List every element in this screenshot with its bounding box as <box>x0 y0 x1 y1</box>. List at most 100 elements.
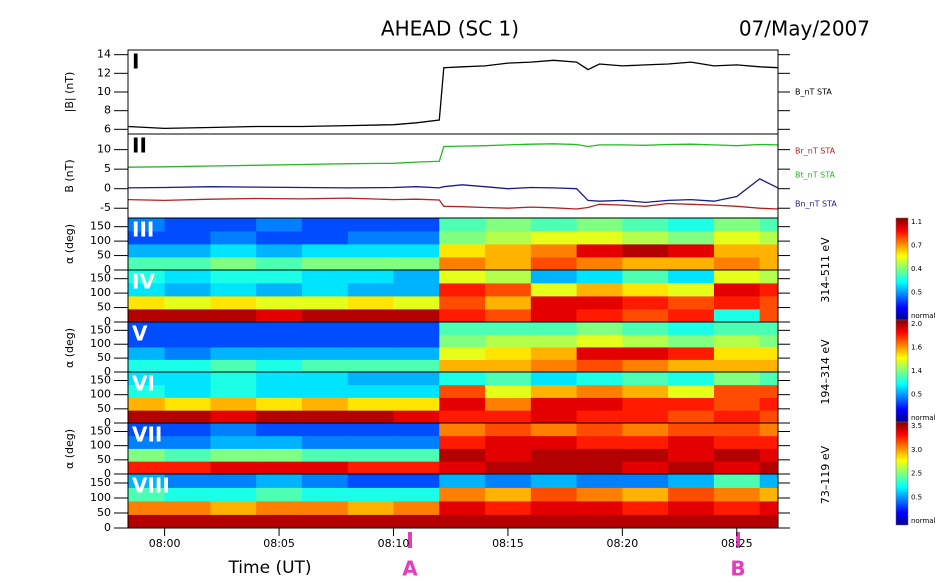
y-tick-label: 6 <box>104 122 111 135</box>
heat-cell <box>301 487 349 502</box>
colorbar-label: 1.4 <box>911 367 923 375</box>
heat-cell <box>576 514 623 529</box>
series-line <box>127 59 779 130</box>
colorbar-label: normalize <box>911 414 935 422</box>
title: AHEAD (SC 1) <box>381 17 519 41</box>
heat-cell <box>622 283 669 297</box>
heat-cell <box>393 448 440 462</box>
heat-cell <box>301 347 349 360</box>
heat-cell <box>128 461 166 475</box>
heat-cell <box>164 397 211 411</box>
heat-cell <box>128 309 166 323</box>
heat-cell <box>256 410 303 424</box>
panel-label: VIII <box>132 474 170 498</box>
heat-cell <box>301 244 349 258</box>
heat-cell <box>530 448 577 462</box>
heat-cell <box>439 283 486 297</box>
heat-cell <box>759 384 779 398</box>
heat-cell <box>347 435 394 449</box>
heat-cell <box>347 487 394 502</box>
heat-cell <box>347 218 394 232</box>
heat-cell <box>713 384 761 398</box>
heat-cell <box>393 461 440 475</box>
panel-label: VII <box>132 423 162 447</box>
heat-cell <box>668 423 715 437</box>
heat-cell <box>439 448 486 462</box>
heat-cell <box>128 423 166 437</box>
heat-cell <box>622 334 669 348</box>
heat-cell <box>759 322 779 335</box>
colorbar-label: normalize <box>911 312 935 320</box>
y-tick-label: 50 <box>97 249 111 262</box>
y-tick-label: 50 <box>97 402 111 415</box>
heat-cell <box>530 309 577 323</box>
heat-cell <box>347 257 394 271</box>
y-tick-label: 10 <box>97 143 111 156</box>
heat-cell <box>393 347 440 360</box>
heat-cell <box>128 347 166 360</box>
heat-cell <box>393 435 440 449</box>
heat-cell <box>128 474 166 488</box>
y-tick-label: 10 <box>97 85 111 98</box>
colorbar <box>895 421 909 526</box>
heat-cell <box>759 410 779 424</box>
heat-cell <box>668 410 715 424</box>
y-axis-label: α (deg) <box>63 429 76 469</box>
heat-cell <box>301 448 349 462</box>
y-tick-label: 14 <box>97 48 111 61</box>
heat-cell <box>128 283 166 297</box>
heat-cell <box>759 309 779 323</box>
heat-cell <box>668 309 715 323</box>
colorbar-label: 2.5 <box>911 470 922 478</box>
heat-cell <box>713 309 761 323</box>
heat-cell <box>301 283 349 297</box>
heat-cell <box>668 474 715 488</box>
heat-cell <box>622 384 669 398</box>
heat-cell <box>256 296 303 310</box>
x-tick-label: 08:05 <box>263 537 295 550</box>
heat-cell <box>347 231 394 245</box>
heat-cell <box>439 296 486 310</box>
heat-cell <box>713 461 761 475</box>
heat-cell <box>485 372 532 386</box>
heat-cell <box>210 372 257 386</box>
heat-cell <box>210 435 257 449</box>
heat-cell <box>256 334 303 348</box>
heat-cell <box>759 435 779 449</box>
heat-cell <box>530 231 577 245</box>
heat-cell <box>622 372 669 386</box>
heat-cell <box>393 218 440 232</box>
heat-cell <box>301 322 349 335</box>
x-tick-label: 08:00 <box>149 537 181 550</box>
heat-cell <box>393 296 440 310</box>
heat-cell <box>347 384 394 398</box>
heat-cell <box>301 359 349 373</box>
heat-cell <box>668 461 715 475</box>
heat-cell <box>164 410 211 424</box>
heat-cell <box>622 244 669 258</box>
heat-cell <box>576 474 623 488</box>
heat-cell <box>530 397 577 411</box>
heat-cell <box>393 487 440 502</box>
heat-cell <box>128 322 166 335</box>
heat-cell <box>347 347 394 360</box>
heat-cell <box>439 435 486 449</box>
heat-cell <box>347 283 394 297</box>
heat-cell <box>439 384 486 398</box>
heat-cell <box>668 501 715 515</box>
heat-cell <box>439 423 486 437</box>
heat-cell <box>439 347 486 360</box>
heat-cell <box>347 359 394 373</box>
heat-cell <box>210 244 257 258</box>
heat-cell <box>210 257 257 271</box>
series-line <box>127 197 779 210</box>
heat-cell <box>210 231 257 245</box>
heat-cell <box>256 514 303 529</box>
x-tick-label: 08:20 <box>607 537 639 550</box>
heat-cell <box>393 257 440 271</box>
heat-cell <box>128 448 166 462</box>
heat-cell <box>393 322 440 335</box>
heat-cell <box>128 514 166 529</box>
heat-cell <box>485 474 532 488</box>
colorbar-label: 2.0 <box>911 320 922 328</box>
